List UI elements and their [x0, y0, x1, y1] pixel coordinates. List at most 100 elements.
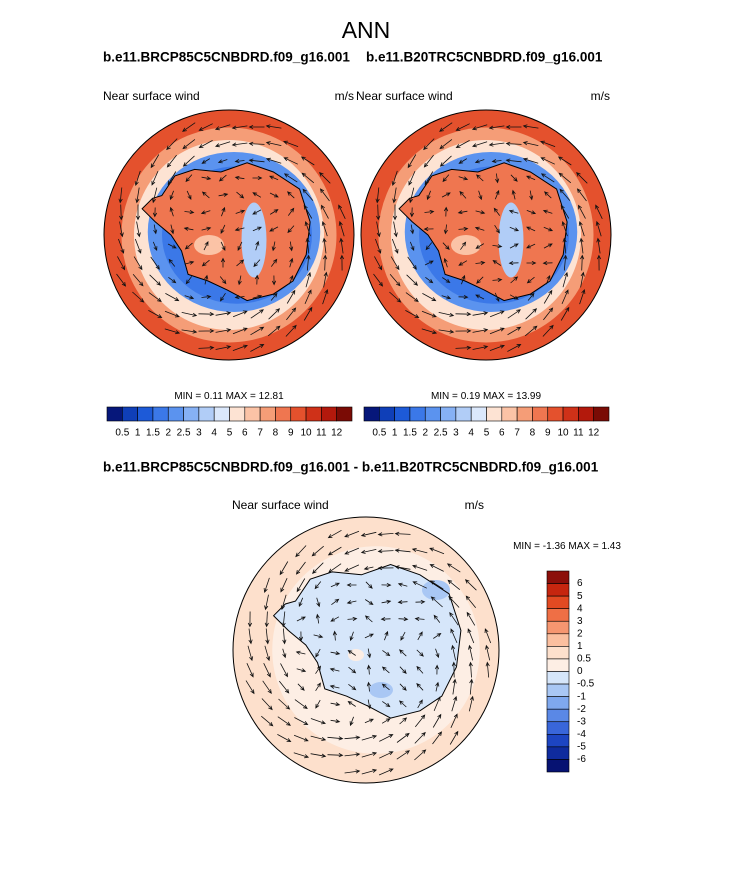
colorbar-box — [546, 746, 570, 760]
wind-vector — [442, 277, 451, 284]
wind-vector — [443, 224, 448, 235]
colorbar-box — [290, 406, 307, 422]
difference-title: b.e11.BRCP85C5CNBDRD.f09_g16.001 - b.e11… — [103, 460, 599, 475]
wind-vector — [118, 187, 123, 204]
map-border — [232, 516, 500, 784]
wind-vector — [182, 122, 196, 132]
colorbar-box — [305, 406, 322, 422]
colorbar-box — [593, 406, 610, 422]
colorbar-box — [546, 595, 570, 609]
wind-vector — [433, 696, 441, 712]
wind-vector — [285, 324, 297, 337]
colorbar-label: -5 — [577, 742, 586, 753]
wind-vector — [312, 562, 324, 574]
wind-vector — [449, 730, 459, 745]
wind-vector — [315, 613, 320, 624]
wind-vector — [407, 154, 417, 169]
wind-vector — [441, 295, 452, 300]
wind-vector — [376, 221, 381, 238]
wind-vector — [149, 274, 162, 286]
wind-vector — [489, 327, 505, 335]
wind-vector — [247, 611, 253, 628]
wind-vector — [466, 611, 476, 626]
wind-vector — [182, 155, 195, 167]
colorbar-box — [183, 406, 200, 422]
wind-vector — [405, 292, 419, 302]
wind-vector — [429, 547, 445, 555]
wind-vector — [332, 630, 337, 641]
map-fill — [142, 162, 311, 301]
wind-vector — [164, 328, 181, 335]
wind-vector — [150, 154, 160, 169]
wind-vector — [185, 174, 193, 183]
wind-vector — [409, 241, 415, 251]
wind-vector — [185, 276, 193, 285]
wind-vector — [367, 648, 372, 659]
wind-vector — [344, 735, 361, 740]
wind-vector — [396, 732, 410, 743]
wind-vector — [543, 307, 554, 321]
wind-vector — [381, 718, 391, 724]
wind-vector — [457, 210, 468, 215]
min-value: 0.19 — [461, 391, 481, 402]
wind-vector — [327, 736, 344, 741]
wind-vector — [311, 545, 324, 557]
wind-vector — [232, 344, 248, 351]
wind-vector — [167, 171, 177, 186]
wind-vector — [270, 258, 278, 267]
wind-vector — [322, 289, 329, 305]
wind-vector — [346, 600, 357, 605]
wind-vector — [271, 275, 277, 286]
wind-vector — [458, 260, 468, 266]
colorbar-label: 6 — [242, 428, 248, 439]
wind-vector — [540, 157, 555, 165]
colorbar-box — [440, 406, 457, 422]
colorbar-box — [409, 406, 426, 422]
wind-vector — [296, 616, 306, 622]
colorbar-box — [244, 406, 261, 422]
wind-vector — [220, 224, 226, 234]
wind-vector — [475, 294, 485, 300]
wind-vector — [344, 769, 361, 774]
wind-vector — [295, 650, 306, 655]
wind-vector — [278, 680, 290, 694]
wind-vector — [286, 289, 296, 304]
wind-vector — [201, 176, 212, 181]
colorbar-label: 2 — [577, 628, 583, 639]
wind-vector — [183, 226, 194, 231]
colorbar-box — [394, 406, 411, 422]
wind-vector — [478, 190, 483, 201]
wind-vector — [315, 699, 321, 709]
wind-vector — [253, 259, 261, 268]
wind-vector — [201, 158, 211, 164]
wind-vector — [458, 176, 469, 181]
wind-vector — [392, 187, 397, 204]
map-fill — [422, 580, 450, 600]
wind-vector — [344, 547, 360, 555]
wind-vector — [135, 204, 141, 221]
wind-vector — [485, 644, 491, 661]
wind-vector — [488, 142, 505, 147]
wind-vector — [526, 276, 535, 284]
colorbar-box — [424, 406, 441, 422]
wind-vector — [414, 714, 426, 728]
wind-vector — [250, 344, 265, 352]
wind-vector — [283, 140, 299, 147]
wind-vector — [560, 204, 570, 219]
wind-vector — [475, 210, 486, 215]
wind-vector — [430, 596, 443, 608]
wind-vector — [289, 257, 294, 268]
wind-vector — [304, 221, 311, 237]
wind-vector — [330, 719, 341, 724]
wind-vector — [184, 260, 195, 265]
wind-vector — [451, 661, 456, 678]
wind-vector — [390, 256, 400, 271]
wind-vector — [116, 273, 127, 287]
field-name: Near surface wind — [356, 89, 453, 103]
wind-vector — [526, 210, 537, 215]
wind-vector — [330, 616, 340, 622]
wind-vector — [451, 695, 458, 712]
wind-vector — [399, 717, 408, 725]
wind-vector — [302, 188, 314, 201]
units: m/s — [335, 89, 354, 103]
